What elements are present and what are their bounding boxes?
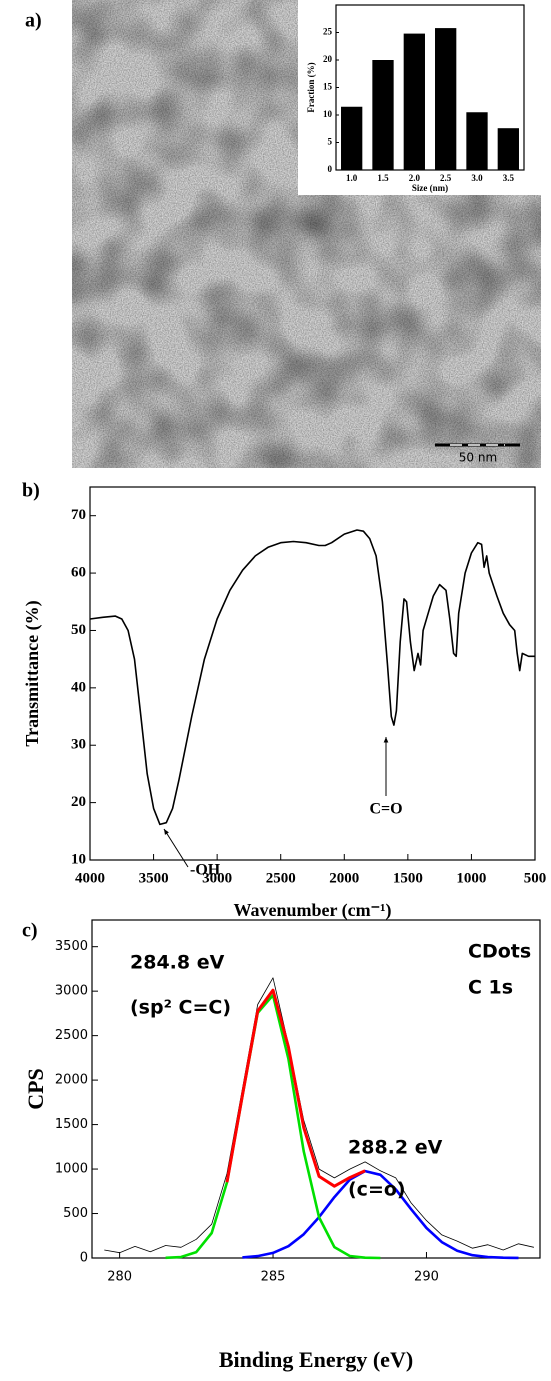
bar [403, 33, 425, 170]
x-axis-label: Size (nm) [412, 183, 448, 193]
y-tick-label: 70 [71, 507, 86, 523]
annotation: C=O [369, 801, 402, 818]
x-tick-label: 500 [524, 870, 547, 886]
x-tick-label: 3000 [202, 870, 232, 886]
bar [466, 112, 488, 170]
annotation: CDots [468, 941, 531, 963]
bar [435, 28, 457, 170]
bar [497, 128, 519, 170]
data-line [89, 529, 535, 826]
y-tick-label: 3000 [55, 984, 88, 999]
x-tick-label: 280 [107, 1270, 132, 1285]
data-line [165, 993, 381, 1260]
annotation: (sp² C=C) [130, 997, 231, 1019]
x-tick-label: 2.0 [409, 173, 421, 183]
y-tick-label: 20 [323, 54, 333, 64]
y-tick-label: 0 [328, 164, 333, 174]
annotation: -OH [190, 862, 221, 879]
annotation: 288.2 eV [348, 1137, 443, 1159]
y-tick-label: 2500 [55, 1028, 88, 1043]
y-tick-label: 1500 [55, 1117, 88, 1132]
annotation: 284.8 eV [130, 952, 225, 974]
y-tick-label: 30 [71, 737, 86, 753]
x-tick-label: 2000 [329, 870, 359, 886]
x-tick-label: 1500 [393, 870, 423, 886]
annotation: (c=o) [348, 1179, 406, 1201]
x-tick-label: 3.5 [503, 173, 515, 183]
y-tick-label: 0 [80, 1251, 88, 1266]
annotation-arrowhead [383, 737, 389, 743]
x-tick-label: 290 [414, 1270, 439, 1285]
y-tick-label: 25 [323, 27, 333, 37]
x-tick-label: 1.5 [377, 173, 389, 183]
x-tick-label: 3500 [139, 870, 169, 886]
plot-frame [89, 486, 536, 861]
y-axis-label: Transmittance (%) [22, 600, 43, 746]
y-axis-label: Fraction (%) [306, 62, 316, 112]
y-tick-label: 1000 [55, 1162, 88, 1177]
y-tick-label: 5 [328, 137, 333, 147]
panel-label: a) [25, 10, 42, 32]
y-tick-label: 40 [71, 679, 86, 695]
bar [341, 106, 363, 170]
x-tick-label: 1.0 [346, 173, 358, 183]
x-tick-label: 3.0 [471, 173, 483, 183]
x-tick-label: 285 [261, 1270, 286, 1285]
y-tick-label: 10 [323, 109, 333, 119]
bar [372, 60, 394, 170]
scale-bar-label: 50 nm [459, 451, 497, 465]
y-tick-label: 500 [63, 1206, 88, 1221]
y-tick-label: 50 [71, 622, 86, 638]
panel-label: c) [22, 920, 38, 942]
y-axis-label: CPS [23, 1068, 48, 1110]
x-tick-label: 4000 [75, 870, 105, 886]
annotation: C 1s [468, 977, 513, 999]
data-line [242, 1169, 519, 1260]
x-axis-label: Wavenumber (cm⁻¹) [233, 900, 391, 921]
x-axis-label: Binding Energy (eV) [219, 1347, 413, 1372]
data-line [225, 988, 366, 1188]
panel-label: b) [22, 480, 40, 502]
data-line [104, 977, 534, 1254]
x-tick-label: 1000 [456, 870, 486, 886]
y-tick-label: 20 [71, 794, 86, 810]
x-tick-label: 2500 [266, 870, 296, 886]
annotation-arrow [163, 828, 189, 868]
y-tick-label: 60 [71, 565, 86, 581]
y-tick-label: 10 [71, 851, 86, 867]
plot-frame [91, 919, 541, 1259]
x-tick-label: 2.5 [440, 173, 452, 183]
y-tick-label: 2000 [55, 1073, 88, 1088]
y-tick-label: 15 [323, 82, 333, 92]
annotation-arrowhead [164, 829, 169, 835]
y-tick-label: 3500 [55, 939, 88, 954]
